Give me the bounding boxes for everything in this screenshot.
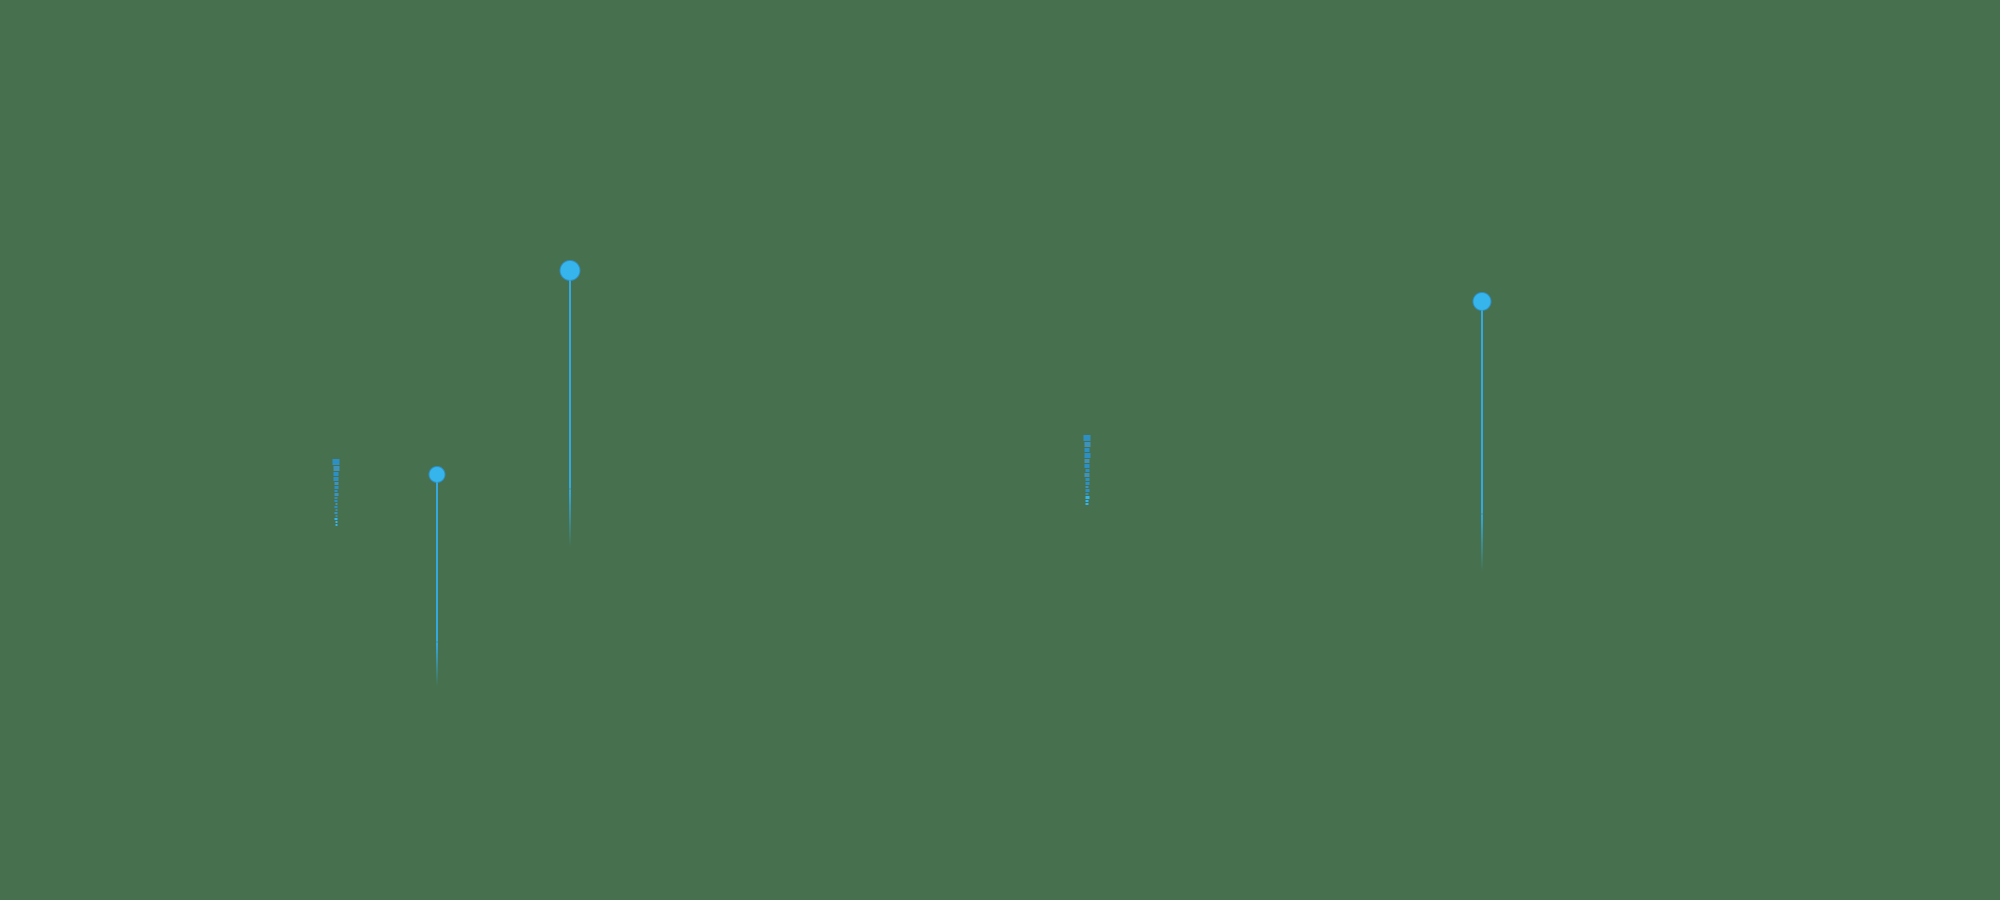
map-pin-3-head[interactable] [560,261,580,280]
map-pin-1-dot [334,497,338,499]
map-pin-1-dot [334,512,338,514]
map-pin-1-dot [334,486,338,489]
map-pin-4-dot [1085,469,1089,472]
map-pin-1-dot [334,506,338,508]
map-pin-1-dot [335,521,337,523]
map-pin-3-stem [569,280,571,489]
map-pin-1-dot [334,490,338,492]
map-pin-4[interactable] [1083,435,1091,527]
map-pin-1-dot-column [332,459,340,527]
map-pin-5[interactable] [1473,293,1491,572]
map-pin-5-head[interactable] [1473,293,1491,310]
map-pin-1-dot [333,472,339,476]
map-pin-1-dot [335,515,337,517]
map-pin-4-dot [1083,435,1091,441]
map-pin-1-dot [334,493,338,496]
map-pin-1[interactable] [332,459,340,538]
map-pin-4-dot [1085,500,1089,502]
map-pin-3[interactable] [560,261,580,548]
map-pin-4-dot [1085,489,1089,492]
map-pin-1-dot [334,500,338,502]
map-pin-4-dot [1084,453,1090,458]
map-pin-4-dot [1085,478,1089,481]
map-pin-4-dot [1085,493,1089,495]
map-pin-4-dot [1084,448,1090,452]
map-pin-2-stem-fade [436,642,438,687]
map-pin-4-dot-column [1083,435,1091,506]
map-pin-1-dot [335,524,337,526]
map-pin-1-dot [335,509,337,511]
map-pin-3-stem-fade [569,489,571,548]
map-pin-4-dot [1085,486,1089,488]
map-pin-4-dot [1084,473,1090,477]
map-pin-1-dot [332,459,340,465]
map-pin-1-dot [334,518,338,520]
map-pin-4-dot [1084,464,1090,468]
map-pin-4-dot [1084,442,1090,447]
map-pin-1-dot [333,466,339,471]
map-pin-1-dot [333,477,339,481]
map-pin-4-dot [1085,482,1089,485]
map-pin-4-dot [1085,503,1089,505]
map-pin-4-dot [1084,459,1090,463]
map-pin-2-stem [436,482,438,642]
map-pin-1-dot [335,503,337,505]
map-pin-2-head[interactable] [429,467,445,482]
map-pin-5-stem [1481,310,1483,514]
map-pin-1-dot [334,482,338,485]
map-pin-2[interactable] [429,467,445,687]
map-pin-4-dot [1085,496,1089,499]
map-pin-5-stem-fade [1481,514,1483,572]
